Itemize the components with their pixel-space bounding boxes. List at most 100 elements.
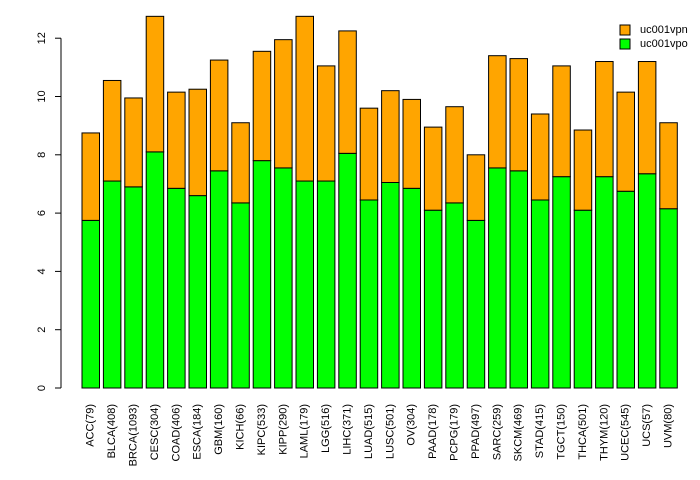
bar-uc001vpn-18 — [466, 154, 486, 221]
bar-uc001vpn-10 — [295, 15, 314, 182]
x-tick-label: LUAD(515) — [363, 404, 375, 459]
x-tick-label: ACC(79) — [85, 404, 97, 447]
x-tick-label: CESC(304) — [149, 404, 161, 460]
x-tick-label: PCPG(179) — [448, 404, 460, 461]
bar-uc001vpo-13 — [359, 199, 379, 389]
bar-uc001vpo-9 — [274, 167, 293, 389]
bar-uc001vpn-23 — [573, 129, 593, 211]
bar-uc001vpo-16 — [423, 209, 443, 389]
bar-uc001vpo-5 — [188, 195, 207, 389]
bar-uc001vpo-4 — [167, 187, 186, 389]
bar-uc001vpn-21 — [530, 113, 550, 201]
bar-uc001vpn-20 — [509, 58, 528, 172]
x-tick-label: BLCA(408) — [106, 404, 118, 458]
y-tick-label: 6 — [36, 210, 48, 216]
x-tick-label: TGCT(150) — [555, 404, 567, 460]
bar-uc001vpo-2 — [124, 186, 143, 389]
y-tick-label: 10 — [36, 90, 48, 102]
bar-uc001vpo-22 — [552, 176, 571, 389]
x-tick-label: KIPC(533) — [256, 404, 268, 455]
legend: uc001vpn uc001vpo — [619, 24, 688, 50]
bar-uc001vpn-4 — [167, 91, 186, 189]
bar-uc001vpo-10 — [295, 180, 314, 389]
bar-uc001vpn-6 — [209, 59, 229, 172]
bar-uc001vpn-14 — [381, 90, 400, 183]
y-tick-label: 12 — [36, 32, 48, 44]
x-tick-label: KIPP(290) — [277, 404, 289, 455]
bar-uc001vpn-1 — [102, 79, 122, 182]
bar-uc001vpo-20 — [509, 170, 528, 389]
bar-uc001vpo-1 — [102, 180, 122, 389]
bar-uc001vpn-16 — [423, 126, 443, 211]
x-tick-label: UCEC(545) — [620, 404, 632, 461]
bar-uc001vpn-13 — [359, 107, 379, 201]
bar-uc001vpo-24 — [595, 176, 614, 389]
bar-uc001vpn-15 — [402, 98, 421, 189]
bar-uc001vpn-24 — [595, 61, 614, 178]
bar-uc001vpn-27 — [659, 122, 678, 210]
legend-label-uc001vpn: uc001vpn — [640, 24, 688, 36]
x-tick-label: LIHC(371) — [341, 404, 353, 455]
bar-uc001vpo-12 — [338, 152, 357, 389]
x-tick-label: PPAD(497) — [470, 404, 482, 459]
bar-uc001vpo-14 — [381, 181, 400, 389]
legend-swatch-uc001vpn — [619, 24, 631, 36]
y-tick-label: 2 — [36, 327, 48, 333]
bar-uc001vpo-19 — [488, 167, 507, 389]
x-tick-label: LAML(179) — [299, 404, 311, 458]
bar-uc001vpn-17 — [445, 106, 464, 204]
x-tick-label: UCS(57) — [641, 404, 653, 447]
bar-uc001vpo-11 — [316, 180, 336, 389]
bar-uc001vpn-19 — [488, 55, 507, 169]
x-tick-label: UVM(80) — [662, 404, 674, 448]
bar-uc001vpn-22 — [552, 65, 571, 178]
bar-uc001vpo-8 — [252, 160, 272, 389]
x-tick-label: OV(304) — [406, 404, 418, 446]
bar-uc001vpo-21 — [530, 199, 550, 389]
x-tick-label: ESCA(184) — [192, 404, 204, 460]
bar-uc001vpo-3 — [145, 151, 165, 389]
bar-uc001vpn-11 — [316, 65, 336, 182]
y-axis: 0 2 4 6 8 10 12 — [36, 32, 62, 391]
bar-uc001vpn-8 — [252, 50, 272, 162]
bar-uc001vpo-23 — [573, 209, 593, 389]
y-tick-label: 8 — [36, 152, 48, 158]
bar-uc001vpo-15 — [402, 187, 421, 389]
legend-swatch-uc001vpo — [619, 38, 631, 50]
bar-uc001vpn-9 — [274, 39, 293, 169]
x-tick-label: SARC(259) — [491, 404, 503, 460]
legend-label-uc001vpo: uc001vpo — [640, 38, 688, 50]
bar-uc001vpn-2 — [124, 97, 143, 188]
bar-uc001vpn-25 — [616, 91, 635, 192]
bar-uc001vpn-26 — [637, 61, 657, 175]
x-tick-label: THYM(120) — [598, 404, 610, 461]
bar-uc001vpn-5 — [188, 88, 207, 197]
x-tick-label: GBM(160) — [213, 404, 225, 455]
x-tick-label: COAD(406) — [170, 404, 182, 461]
x-tick-label: LUSC(501) — [384, 404, 396, 459]
x-tick-label: KICH(66) — [234, 404, 246, 450]
bar-uc001vpn-7 — [231, 122, 250, 204]
x-tick-label: STAD(415) — [534, 404, 546, 458]
bar-uc001vpn-0 — [81, 132, 100, 221]
bars-group — [81, 15, 678, 389]
bar-uc001vpo-26 — [637, 173, 657, 389]
bar-uc001vpo-25 — [616, 190, 635, 389]
bar-uc001vpo-7 — [231, 202, 250, 389]
x-tick-label: PAAD(178) — [427, 404, 439, 459]
x-tick-label: SKCM(469) — [513, 404, 525, 461]
bar-uc001vpo-6 — [209, 170, 229, 389]
bar-uc001vpo-0 — [81, 219, 100, 389]
y-tick-label: 0 — [36, 385, 48, 391]
x-axis-labels: ACC(79) BLCA(408) BRCA(1093) CESC(304) COAD(… — [85, 404, 675, 466]
bar-uc001vpn-3 — [145, 15, 165, 153]
x-tick-label: THCA(501) — [577, 404, 589, 460]
bar-uc001vpn-12 — [338, 30, 357, 154]
bar-uc001vpo-17 — [445, 202, 464, 389]
y-tick-label: 4 — [36, 268, 48, 274]
x-tick-label: LGG(516) — [320, 404, 332, 453]
bar-uc001vpo-18 — [466, 219, 486, 389]
x-tick-label: BRCA(1093) — [127, 404, 139, 466]
bar-uc001vpo-27 — [659, 208, 678, 389]
